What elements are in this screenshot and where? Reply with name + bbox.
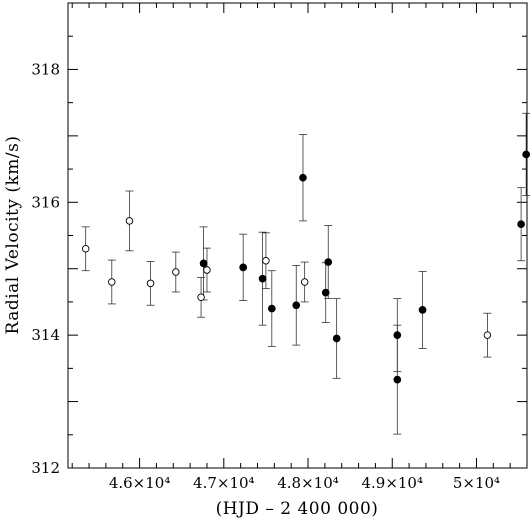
error-bars [81,112,530,435]
y-tick-label: 314 [31,326,60,344]
plot-frame [67,2,528,469]
y-tick-label: 316 [31,193,60,211]
y-tick-label: 318 [31,60,60,78]
x-tick-label: 4.8×10⁴ [277,474,339,492]
x-tick-label: 4.6×10⁴ [109,474,171,492]
x-tick-label: 5×10⁴ [453,474,500,492]
filled-data-point [292,301,301,310]
filled-data-point [332,334,341,343]
open-data-point [125,217,134,225]
filled-data-point [393,375,402,384]
open-data-point [483,331,492,339]
y-tick-label: 312 [31,459,60,477]
open-data-point [300,278,309,286]
filled-data-point [321,288,330,297]
open-data-point [203,266,211,274]
data-markers [81,150,530,384]
tick-labels: 4.6×10⁴ 4.7×10⁴ 4.8×10⁴ 4.9×10⁴ 5×10⁴ 312 314 3… [31,60,500,492]
open-data-point [172,268,180,276]
open-data-point [146,279,155,288]
filled-data-point [517,220,525,229]
x-tick-label: 4.9×10⁴ [361,474,423,492]
open-data-point [262,256,270,265]
open-data-point [108,278,116,286]
filled-data-point [199,259,208,268]
open-data-point [197,293,205,302]
filled-data-point [267,304,276,313]
axis-ticks [68,2,528,469]
filled-data-point [299,173,307,182]
filled-data-point [324,258,333,266]
filled-data-point [393,331,402,339]
x-axis-label: (HJD – 2 400 000) [216,499,379,519]
filled-data-point [522,150,530,159]
open-data-point [81,245,90,253]
filled-data-point [258,274,267,283]
x-tick-label: 4.7×10⁴ [193,474,255,492]
filled-data-point [418,306,427,314]
y-axis-label: Radial Velocity (km/s) [3,135,23,334]
filled-data-point [239,263,248,272]
